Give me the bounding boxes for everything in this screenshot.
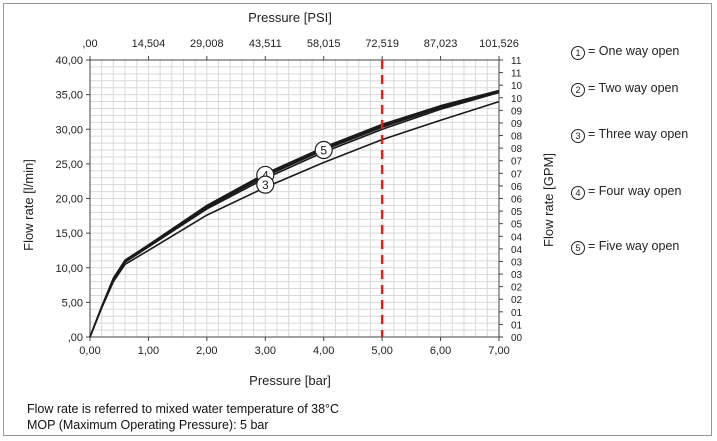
y2-tick-label: 04 [511,232,523,243]
legend-text-3: = Three way open [588,127,689,141]
x2-tick-label: 43,511 [249,38,282,50]
x2-tick-label: ,00 [82,38,97,50]
x-tick-label: 1,00 [138,345,159,357]
y-tick-label: 30,00 [55,124,83,136]
curve-markers: 43 5 [256,140,333,194]
marker-circle-3 [256,175,275,194]
y2-tick-label: 08 [511,144,523,155]
y2-tick-label: 01 [511,320,523,331]
y2-tick-label: 10 [511,94,523,105]
y-tick-label: 15,00 [55,228,83,240]
tick-labels: 0,00 1,00 2,00 3,00 4,00 5,00 6,00 7,00,00 14,50… [55,38,522,357]
x-tick-label: 4,00 [313,345,334,357]
y-tick-label: 40,00 [55,55,83,67]
x2-tick-label: 87,023 [424,38,458,50]
legend-text-5: = Five way open [588,239,680,253]
y2-tick-label: 06 [511,182,523,193]
y-axis-title: Flow rate [l/min] [21,159,36,251]
y2-tick-label: 03 [511,270,523,281]
marker-circle-5 [314,140,333,160]
legend-number-3: 3 [571,129,585,143]
marker-label-5: 5 [320,144,327,158]
y-tick-label: 5,00 [62,297,83,309]
y-tick-label: 25,00 [55,159,83,171]
legend-text-2: = Two way open [588,81,679,95]
marker-label-3: 3 [262,178,269,192]
legend-item-2: 2 = Two way open [571,80,711,97]
x2-tick-label: 101,526 [479,38,519,50]
legend-number-5: 5 [571,241,585,255]
legend-number-1: 1 [571,46,585,60]
y2-tick-label: 02 [511,295,523,306]
x-tick-label: 2,00 [196,345,217,357]
legend-item-1: 1 = One way open [571,43,711,60]
x2-tick-label: 29,008 [190,38,224,50]
y-tick-label: ,00 [68,332,83,344]
y-tick-label: 10,00 [55,263,83,275]
x-tick-label: 0,00 [79,345,100,357]
y2-tick-label: 06 [511,195,523,206]
legend-text-1: = One way open [588,44,680,58]
x-tick-label: 7,00 [488,345,509,357]
y2-axis-title: Flow rate [GPM] [541,153,556,247]
y2-tick-label: 00 [511,333,523,344]
series-line-5 [89,89,500,338]
legend-item-4: 4 = Four way open [571,183,711,200]
x2-axis-title: Pressure [PSI] [248,10,332,25]
y2-tick-label: 10 [511,81,523,92]
y2-tick-label: 01 [511,308,523,319]
note-temperature: Flow rate is referred to mixed water tem… [27,402,340,416]
grid [89,59,500,338]
y2-tick-label: 09 [511,119,523,130]
legend-item-5: 5 = Five way open [571,238,711,255]
x2-tick-label: 72,519 [365,38,399,50]
y2-tick-label: 05 [511,207,523,218]
y2-tick-label: 08 [511,132,523,143]
y2-tick-label: 09 [511,106,523,117]
y-tick-label: 20,00 [55,194,83,206]
y-tick-label: 35,00 [55,90,83,102]
marker-label-4: 4 [262,168,269,182]
legend-number-2: 2 [571,83,585,97]
x2-tick-label: 14,504 [132,38,166,50]
x-tick-label: 6,00 [430,345,451,357]
y2-tick-label: 03 [511,257,523,268]
x-axis-title: Pressure [bar] [249,373,331,388]
x2-tick-label: 58,015 [307,38,341,50]
legend-number-4: 4 [571,186,585,200]
series-lines [89,89,500,338]
x-tick-label: 3,00 [255,345,276,357]
note-mop: MOP (Maximum Operating Pressure): 5 bar [27,418,269,432]
y2-tick-label: 05 [511,220,523,231]
y2-tick-label: 11 [511,56,522,67]
y2-tick-label: 07 [511,157,523,168]
y2-tick-label: 04 [511,245,523,256]
x-tick-label: 5,00 [371,345,392,357]
legend-text-4: = Four way open [588,184,682,198]
legend-item-3: 3 = Three way open [571,126,711,143]
y2-tick-label: 11 [511,69,522,80]
y2-tick-label: 07 [511,169,523,180]
y2-tick-label: 02 [511,283,523,294]
